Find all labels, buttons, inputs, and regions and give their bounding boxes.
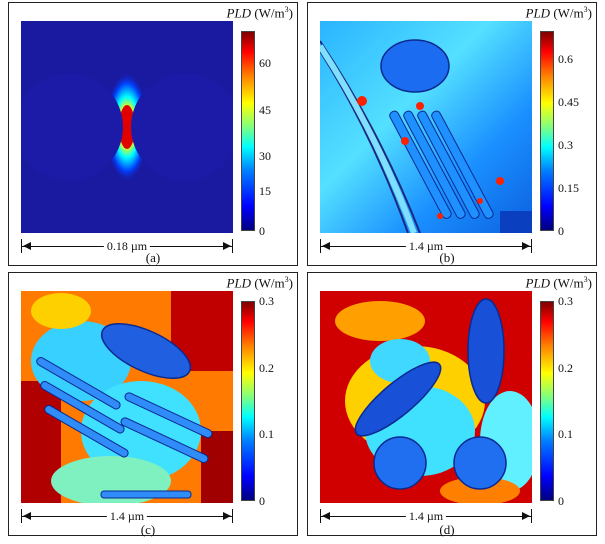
colorbar [241, 301, 255, 501]
colorbar-title: PLD (W/m3) [226, 275, 293, 291]
colorbar-tick: 60 [259, 56, 271, 70]
colorbar [540, 31, 554, 231]
colorbar-tick: 0 [558, 224, 564, 238]
colorbar-title: PLD (W/m3) [226, 5, 293, 21]
colorbar-tick: 30 [259, 149, 271, 163]
scale-bar: 1.4 µm [320, 509, 532, 523]
colorbar-tick: 0.15 [558, 181, 579, 195]
figure-panel-d: PLD (W/m3) 0.3 0.2 0.1 0 1.4 µm [307, 272, 597, 536]
colorbar-tick: 0.3 [259, 294, 274, 308]
pld-map-d [320, 291, 532, 503]
colorbar-title: PLD (W/m3) [525, 5, 592, 21]
scale-bar-label: 1.4 µm [405, 509, 447, 523]
caption-c: (c) [140, 522, 156, 537]
colorbar-tick: 0 [558, 494, 564, 508]
scale-bar-label: 0.18 µm [103, 239, 151, 253]
colorbar [540, 301, 554, 501]
caption-a: (a) [145, 250, 161, 265]
colorbar-tick: 0.2 [259, 361, 274, 375]
caption-d: (d) [439, 522, 455, 537]
scale-bar-label: 1.4 µm [405, 239, 447, 253]
colorbar-tick: 0.6 [558, 52, 573, 66]
scale-bar-label: 1.4 µm [106, 509, 148, 523]
colorbar-tick: 0.2 [558, 361, 573, 375]
colorbar [241, 31, 255, 231]
scale-bar: 0.18 µm [21, 239, 233, 253]
colorbar-tick: 0 [259, 224, 265, 238]
colorbar-tick: 0 [259, 494, 265, 508]
pld-map-c [21, 291, 233, 503]
pld-map-a [21, 21, 233, 233]
colorbar-tick: 0.45 [558, 95, 579, 109]
scale-bar: 1.4 µm [320, 239, 532, 253]
pld-map-b [320, 21, 532, 233]
colorbar-tick: 0.1 [259, 427, 274, 441]
figure-panel-b: PLD (W/m3) 0.6 0.45 0.3 0.15 0 1.4 µm [307, 2, 597, 266]
scale-bar: 1.4 µm [21, 509, 233, 523]
caption-b: (b) [439, 250, 455, 265]
colorbar-tick: 0.3 [558, 138, 573, 152]
colorbar-tick: 0.1 [558, 427, 573, 441]
colorbar-title: PLD (W/m3) [525, 275, 592, 291]
figure-panel-a: PLD (W/m3) 60 45 30 15 0 0.18 µm [8, 2, 298, 266]
figure-panel-c: PLD (W/m3) 0.3 0.2 0.1 0 1.4 µm [8, 272, 298, 536]
colorbar-tick: 45 [259, 103, 271, 117]
colorbar-tick: 0.3 [558, 294, 573, 308]
colorbar-tick: 15 [259, 184, 271, 198]
